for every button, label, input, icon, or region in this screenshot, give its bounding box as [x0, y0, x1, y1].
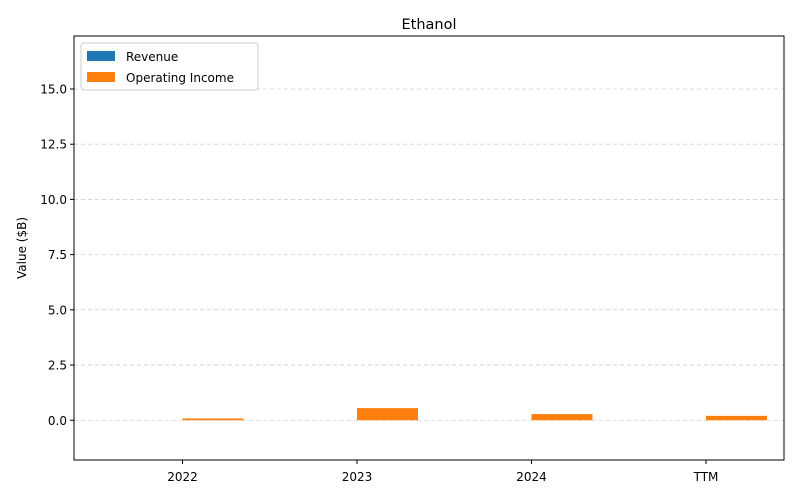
bar-operating-income [706, 415, 767, 421]
x-tick-label: TTM [693, 470, 719, 484]
chart-title: Ethanol [401, 17, 456, 33]
y-tick-label: 2.5 [48, 359, 67, 373]
x-axis: 2022 2023 2024 TTM [167, 460, 718, 484]
y-axis: 0.0 2.5 5.0 7.5 10.0 12.5 15.0 [40, 83, 74, 428]
y-tick-label: 15.0 [40, 83, 67, 97]
bar-operating-income [531, 414, 593, 421]
gridlines [74, 88, 784, 421]
legend: Revenue Operating Income [80, 42, 259, 91]
y-axis-label: Value ($B) [15, 217, 29, 279]
y-tick-label: 7.5 [48, 248, 67, 262]
x-tick-label: 2023 [342, 470, 373, 484]
y-tick-label: 5.0 [48, 303, 67, 317]
y-tick-label: 0.0 [48, 414, 67, 428]
plot-area-frame [73, 35, 785, 461]
legend-box [80, 42, 259, 91]
bar-operating-income [357, 408, 418, 421]
y-tick-label: 12.5 [40, 138, 67, 152]
x-tick-label: 2024 [516, 470, 547, 484]
legend-label-operating-income: Operating Income [126, 71, 234, 85]
legend-swatch-revenue [87, 51, 115, 61]
bar-operating-income [182, 418, 244, 421]
bars [182, 408, 767, 421]
x-tick-label: 2022 [167, 470, 198, 484]
legend-swatch-operating-income [87, 72, 115, 82]
legend-label-revenue: Revenue [126, 50, 178, 64]
y-tick-label: 10.0 [40, 193, 67, 207]
